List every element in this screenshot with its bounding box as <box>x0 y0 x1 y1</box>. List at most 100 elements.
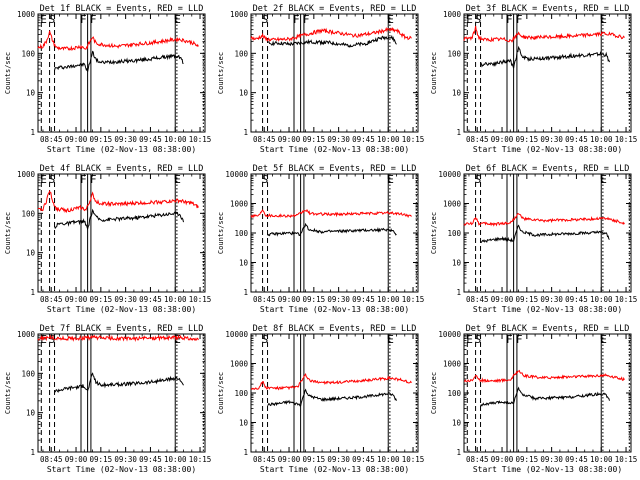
time-marker-label: S <box>49 13 56 26</box>
y-tick-label: 1 <box>30 288 35 297</box>
y-tick-label: 1 <box>30 128 35 137</box>
x-tick-label: 10:15 <box>189 455 212 464</box>
y-axis-label: Counts/sec <box>217 212 225 254</box>
time-marker-label: E <box>600 13 607 26</box>
lld-series-line <box>37 190 199 214</box>
x-axis-label: Start Time (02-Nov-13 08:38:00) <box>473 145 622 154</box>
x-tick-label: 08:45 <box>253 135 276 144</box>
y-tick-label: 10000 <box>225 170 248 179</box>
x-tick-label: 09:45 <box>139 295 162 304</box>
time-marker-label: E <box>466 333 473 346</box>
x-axis-label: Start Time (02-Nov-13 08:38:00) <box>260 465 409 474</box>
lld-series-line <box>463 369 625 384</box>
x-tick-label: 10:15 <box>402 135 425 144</box>
x-tick-label: 08:45 <box>40 455 63 464</box>
x-tick-label: 09:15 <box>90 455 113 464</box>
panel-det-8: Det 8f BLACK = Events, RED = LLD 1 10 100 10… <box>217 324 424 474</box>
time-marker-label: E <box>387 13 394 26</box>
x-tick-label: 09:15 <box>516 135 539 144</box>
x-tick-label: 09:45 <box>352 455 375 464</box>
x-tick-label: 09:45 <box>139 455 162 464</box>
y-tick-label: 1000 <box>17 10 36 19</box>
time-marker-label: S <box>262 13 269 26</box>
panel-title: Det 5f BLACK = Events, RED = LLD <box>253 164 417 174</box>
x-tick-label: 09:00 <box>65 455 88 464</box>
time-marker-label: F <box>516 333 523 346</box>
panel-title: Det 8f BLACK = Events, RED = LLD <box>253 324 417 334</box>
y-tick-label: 1 <box>456 288 461 297</box>
panel-det-5: Det 5f BLACK = Events, RED = LLD 1 10 100 10… <box>217 164 424 314</box>
x-tick-label: 09:45 <box>565 135 588 144</box>
plot-frame <box>250 333 419 453</box>
y-tick-label: 100 <box>447 229 461 238</box>
time-marker-label: E <box>40 13 47 26</box>
panel-title: Det 4f BLACK = Events, RED = LLD <box>40 164 204 174</box>
x-tick-label: 09:30 <box>327 135 350 144</box>
y-tick-label: 10000 <box>438 170 461 179</box>
panel-det-1: Det 1f BLACK = Events, RED = LLD 1 10 100 10… <box>4 4 211 154</box>
x-tick-label: 08:45 <box>253 455 276 464</box>
x-tick-label: 09:30 <box>540 455 563 464</box>
y-tick-label: 10000 <box>438 330 461 339</box>
time-marker-label: F <box>506 333 513 346</box>
events-series-line <box>480 386 610 407</box>
x-axis-label: Start Time (02-Nov-13 08:38:00) <box>473 465 622 474</box>
y-tick-label: 1 <box>243 128 248 137</box>
y-tick-label: 1000 <box>443 10 462 19</box>
panel-title: Det 6f BLACK = Events, RED = LLD <box>466 164 630 174</box>
y-tick-label: 100 <box>234 229 248 238</box>
y-tick-label: 1 <box>30 448 35 457</box>
x-tick-label: 09:00 <box>278 295 301 304</box>
x-tick-label: 09:30 <box>327 455 350 464</box>
y-tick-label: 1000 <box>443 200 462 209</box>
events-series-line <box>267 222 397 237</box>
time-marker-label: E <box>466 13 473 26</box>
x-tick-label: 09:45 <box>565 455 588 464</box>
x-tick-label: 09:30 <box>540 135 563 144</box>
x-tick-label: 09:00 <box>65 135 88 144</box>
panel-title: Det 2f BLACK = Events, RED = LLD <box>253 4 417 14</box>
lld-series-line <box>250 26 412 42</box>
lld-series-line <box>463 212 625 227</box>
panel-det-6: Det 6f BLACK = Events, RED = LLD 1 10 100 10… <box>430 164 637 314</box>
x-tick-label: 09:45 <box>139 135 162 144</box>
time-marker-label: F <box>506 13 513 26</box>
y-tick-label: 1 <box>243 448 248 457</box>
x-tick-label: 09:30 <box>114 455 137 464</box>
y-tick-label: 1000 <box>230 10 249 19</box>
y-tick-label: 10 <box>452 419 462 428</box>
panel-det-2: Det 2f BLACK = Events, RED = LLD 1 10 100 10… <box>217 4 424 154</box>
time-marker-label: E <box>174 173 181 186</box>
x-tick-label: 09:15 <box>90 295 113 304</box>
x-tick-label: 10:15 <box>615 135 638 144</box>
plot-frame <box>37 13 206 133</box>
y-tick-label: 1000 <box>230 200 249 209</box>
panel-title: Det 9f BLACK = Events, RED = LLD <box>466 324 630 334</box>
x-tick-label: 08:45 <box>40 135 63 144</box>
x-tick-label: 09:45 <box>352 295 375 304</box>
y-tick-label: 100 <box>234 49 248 58</box>
time-marker-label: F <box>80 173 87 186</box>
panel-det-4: Det 4f BLACK = Events, RED = LLD 1 10 100 10… <box>4 164 211 314</box>
plot-frame <box>463 13 632 133</box>
y-axis-label: Counts/sec <box>4 52 12 94</box>
y-tick-label: 10 <box>26 409 36 418</box>
time-marker-label: S <box>475 173 482 186</box>
y-tick-label: 1000 <box>17 170 36 179</box>
x-tick-label: 09:00 <box>491 135 514 144</box>
x-axis-label: Start Time (02-Nov-13 08:38:00) <box>47 145 196 154</box>
x-tick-label: 09:15 <box>303 455 326 464</box>
y-tick-label: 1000 <box>443 360 462 369</box>
x-tick-label: 08:45 <box>253 295 276 304</box>
x-tick-label: 10:00 <box>590 295 613 304</box>
time-marker-label: S <box>475 333 482 346</box>
y-tick-label: 1000 <box>230 360 249 369</box>
x-axis-label: Start Time (02-Nov-13 08:38:00) <box>47 465 196 474</box>
y-tick-label: 1000 <box>17 330 36 339</box>
events-series-line <box>267 388 397 407</box>
y-tick-label: 100 <box>234 389 248 398</box>
time-marker-label: E <box>387 333 394 346</box>
x-tick-label: 09:00 <box>65 295 88 304</box>
x-tick-label: 09:00 <box>491 295 514 304</box>
lld-series-line <box>37 30 199 52</box>
